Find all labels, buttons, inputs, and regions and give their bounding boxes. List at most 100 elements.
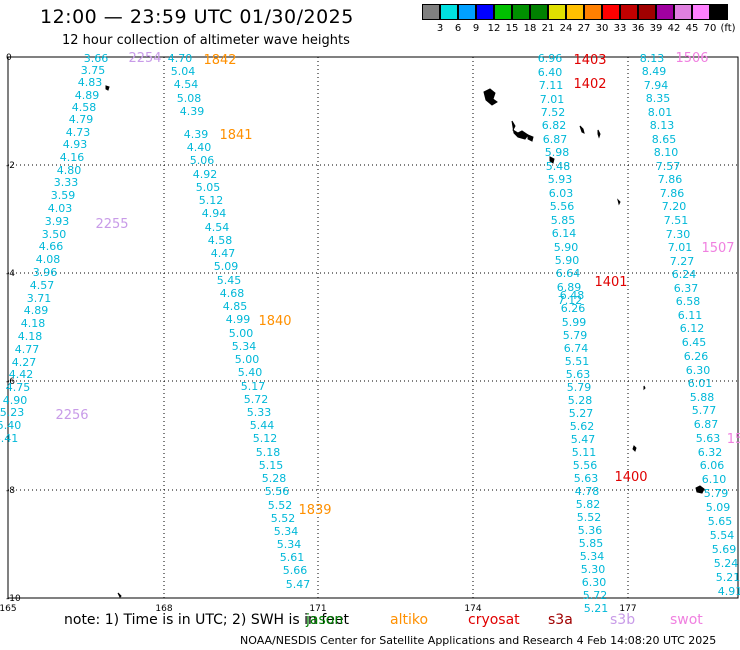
wave-height-value: 3.50: [42, 228, 67, 241]
legend-cryosat: cryosat: [468, 612, 520, 628]
scale-swatch: [494, 4, 512, 20]
pass-id-label: 1401: [594, 275, 627, 290]
island-landmass: [483, 88, 498, 106]
latitude-tick-label: -6: [6, 377, 15, 387]
wave-height-value: 5.63: [566, 368, 591, 381]
scale-swatch: [638, 4, 656, 20]
scale-tick-label: 27: [577, 23, 591, 34]
wave-height-value: 5.63: [696, 432, 721, 445]
island-landmass: [632, 445, 637, 452]
wave-height-value: 4.85: [223, 300, 248, 313]
wave-height-value: 5.56: [550, 200, 575, 213]
wave-height-value: 5.66: [283, 564, 308, 577]
wave-height-value: 6.03: [549, 187, 574, 200]
scale-tick-label: 36: [631, 23, 645, 34]
wave-height-value: 5.34: [274, 525, 299, 538]
wave-height-value: 5.06: [190, 154, 215, 167]
pass-id-label: 1403: [573, 53, 606, 68]
map-title: 12:00 — 23:59 UTC 01/30/2025: [40, 6, 354, 28]
wave-height-value: 6.30: [686, 364, 711, 377]
pass-id-label: 1400: [614, 470, 647, 485]
wave-height-value: 6.32: [698, 446, 723, 459]
wave-height-value: 4.78: [575, 485, 600, 498]
scale-swatch: [512, 4, 530, 20]
wave-height-value: 4.99: [226, 313, 251, 326]
wave-height-value: 4.47: [211, 247, 236, 260]
wave-height-value: 4.16: [60, 151, 85, 164]
wave-height-value: 5.17: [241, 380, 266, 393]
wave-height-value: 5.93: [548, 173, 573, 186]
wave-height-value: 5.47: [286, 578, 311, 591]
wave-height-value: 7.20: [662, 200, 687, 213]
wave-height-value: 6.87: [694, 418, 719, 431]
scale-tick-label: 12: [487, 23, 501, 34]
wave-height-value: 5.30: [581, 563, 606, 576]
wave-height-value: 5.05: [196, 181, 221, 194]
latitude-tick-label: -8: [6, 486, 15, 496]
scale-swatch: [710, 4, 728, 20]
legend-altiko: altiko: [390, 612, 429, 628]
wave-height-value: 5.08: [177, 92, 202, 105]
wave-height-value: 5.48: [546, 160, 571, 173]
scale-swatch: [620, 4, 638, 20]
wave-height-value: 4.89: [75, 89, 100, 102]
pass-id-label: 1402: [573, 77, 606, 92]
wave-height-value: 5.85: [551, 214, 576, 227]
wave-height-value: 6.40: [538, 66, 563, 79]
wave-height-value: 8.65: [652, 133, 677, 146]
wave-height-value: 6.26: [684, 350, 709, 363]
island-landmass: [643, 385, 646, 391]
latitude-tick-label: -10: [6, 594, 21, 604]
wave-height-value: 5.51: [565, 355, 590, 368]
wave-height-value: 8.13: [640, 52, 665, 65]
wave-height-value: 4.91: [718, 585, 740, 598]
scale-tick-label: 15: [505, 23, 519, 34]
wave-height-value: 3.93: [45, 215, 70, 228]
wave-height-value: 4.41: [0, 432, 18, 445]
wave-height-value: 6.74: [564, 342, 589, 355]
wave-height-value: 5.34: [277, 538, 302, 551]
wave-height-value: 4.83: [78, 76, 103, 89]
scale-tick-label: 42: [667, 23, 681, 34]
scale-tick-label: 3: [436, 23, 444, 34]
scale-tick-label: 45: [685, 23, 699, 34]
wave-height-value: 7.30: [666, 228, 691, 241]
credit-line: NOAA/NESDIS Center for Satellite Applica…: [240, 634, 717, 647]
wave-height-value: 7.86: [660, 187, 685, 200]
wave-height-value: 4.80: [57, 164, 82, 177]
wave-height-value: 5.90: [555, 254, 580, 267]
longitude-tick-label: 171: [309, 604, 326, 614]
wave-height-value: 7.01: [668, 241, 693, 254]
wave-height-value: 6.10: [702, 473, 727, 486]
wave-height-value: 5.04: [171, 65, 196, 78]
wave-height-value: 4.94: [202, 207, 227, 220]
wave-height-value: 5.79: [567, 381, 592, 394]
wave-height-value: 5.88: [690, 391, 715, 404]
wave-height-value: 4.54: [174, 78, 199, 91]
pass-id-label: 1842: [203, 53, 236, 68]
wave-height-value: 5.62: [570, 420, 595, 433]
wave-height-value: 4.92: [193, 168, 218, 181]
wave-height-value: 3.75: [81, 64, 106, 77]
wave-height-value: 5.69: [712, 543, 737, 556]
latitude-tick-label: -2: [6, 161, 15, 171]
wave-height-value: 4.66: [39, 240, 64, 253]
wave-height-value: 5.90: [554, 241, 579, 254]
scale-swatch: [566, 4, 584, 20]
island-landmass: [117, 592, 122, 598]
island-landmass: [597, 129, 601, 139]
wave-height-value: 5.79: [704, 487, 729, 500]
wave-height-value: 7.57: [656, 160, 681, 173]
wave-height-value: 5.52: [577, 511, 602, 524]
wave-height-value: 5.65: [708, 515, 733, 528]
pass-id-label: 1841: [219, 128, 252, 143]
wave-height-value: 4.58: [208, 234, 233, 247]
wave-height-value: 4.39: [184, 128, 209, 141]
wave-height-value: 8.13: [650, 119, 675, 132]
island-landmass: [617, 198, 621, 206]
legend-jason: jason: [306, 612, 344, 628]
wave-height-value: 5.40: [238, 366, 263, 379]
wave-height-value: 6.26: [561, 302, 586, 315]
wave-height-value: 7.51: [664, 214, 689, 227]
